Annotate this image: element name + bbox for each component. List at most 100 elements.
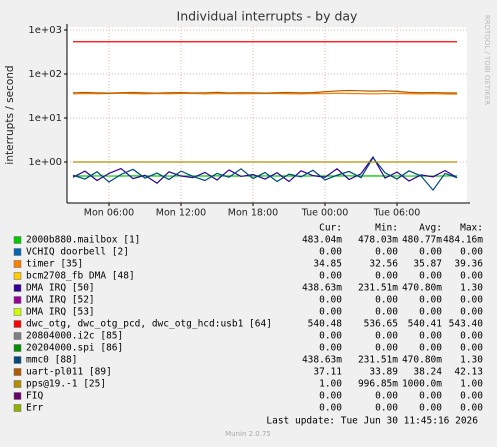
legend-stat: 0.00 — [460, 247, 483, 258]
legend-stat: 231.51m — [358, 355, 398, 366]
legend-stat: 0.00 — [375, 307, 398, 318]
legend-stat: 1.30 — [460, 283, 483, 294]
legend-label: 2000b880.mailbox [1] — [26, 235, 140, 246]
x-tick-label: Mon 06:00 — [84, 208, 134, 219]
last-update: Last update: Tue Jun 30 11:45:16 2026 — [266, 416, 478, 427]
legend-stat: 470.80m — [402, 355, 442, 366]
legend-stat: 0.00 — [419, 247, 442, 258]
legend-stat: 478.03m — [358, 235, 398, 246]
x-tick-label: Mon 12:00 — [156, 208, 206, 219]
legend-swatch — [14, 249, 21, 256]
legend-stat: 0.00 — [460, 307, 483, 318]
legend-swatch — [14, 393, 21, 400]
y-tick-label: 1e+01 — [28, 113, 62, 124]
legend-swatch — [14, 237, 21, 244]
legend-stat: 0.00 — [419, 343, 442, 354]
legend-swatch — [14, 273, 21, 280]
legend-label: 20204000.spi [86] — [26, 343, 123, 354]
legend-stat: 470.80m — [402, 283, 442, 294]
legend-stat: 996.85m — [358, 379, 398, 390]
legend-label: bcm2708_fb DMA [48] — [26, 271, 135, 282]
legend-stat: 0.00 — [319, 331, 342, 342]
legend-stat: 0.00 — [319, 343, 342, 354]
legend-stat: 0.00 — [319, 247, 342, 258]
legend-stat: 0.00 — [419, 295, 442, 306]
legend-stat: 37.11 — [313, 367, 342, 378]
legend-stat: 0.00 — [375, 391, 398, 402]
legend-label: uart-pl011 [89] — [26, 367, 112, 378]
legend-stat: 0.00 — [375, 343, 398, 354]
legend-swatch — [14, 309, 21, 316]
legend-stat: 33.89 — [369, 367, 398, 378]
legend-label: timer [35] — [26, 259, 83, 270]
legend-stat: 483.04m — [302, 235, 342, 246]
legend-label: DMA IRQ [52] — [26, 295, 95, 306]
legend-stat: 438.63m — [302, 355, 342, 366]
legend-stat: 0.00 — [419, 271, 442, 282]
legend-swatch — [14, 381, 21, 388]
legend-column-header: Avg: — [419, 223, 442, 234]
legend-stat: 0.00 — [460, 343, 483, 354]
side-label: RRDTOOL / TOBI OETIKER — [483, 15, 491, 105]
legend-swatch — [14, 345, 21, 352]
legend-label: 20804000.i2c [85] — [26, 331, 123, 342]
legend-stat: 1.30 — [460, 355, 483, 366]
legend-swatch — [14, 357, 21, 364]
y-tick-label: 1e+03 — [28, 25, 62, 36]
y-tick-label: 1e+02 — [28, 69, 62, 80]
legend-stat: 0.00 — [375, 403, 398, 414]
legend-swatch — [14, 321, 21, 328]
legend-swatch — [14, 405, 21, 412]
legend-stat: 39.36 — [454, 259, 483, 270]
legend-stat: 0.00 — [460, 295, 483, 306]
legend-stat: 0.00 — [460, 403, 483, 414]
legend-stat: 543.40 — [449, 319, 484, 330]
legend-stat: 0.00 — [375, 271, 398, 282]
x-tick-label: Mon 18:00 — [228, 208, 278, 219]
legend-stat: 38.24 — [413, 367, 442, 378]
legend-label: pps@19.-1 [25] — [26, 379, 106, 390]
legend-column-header: Cur: — [319, 223, 342, 234]
legend-stat: 231.51m — [358, 283, 398, 294]
legend-swatch — [14, 297, 21, 304]
legend-stat: 0.00 — [419, 307, 442, 318]
y-tick-label: 1e+00 — [28, 157, 62, 168]
legend-stat: 0.00 — [375, 295, 398, 306]
legend-stat: 1.00 — [319, 379, 342, 390]
legend-label: VCHIQ doorbell [2] — [26, 247, 129, 258]
y-axis-label: interrupts / second — [4, 65, 16, 164]
legend-stat: 438.63m — [302, 283, 342, 294]
x-tick-label: Tue 00:00 — [301, 208, 349, 219]
legend-stat: 35.87 — [413, 259, 442, 270]
legend-stat: 0.00 — [460, 331, 483, 342]
legend-stat: 1000.0m — [402, 379, 442, 390]
legend-label: Err — [26, 403, 43, 414]
legend-stat: 480.77m — [402, 235, 442, 246]
legend-stat: 0.00 — [319, 271, 342, 282]
legend-label: DMA IRQ [50] — [26, 283, 95, 294]
legend-stat: 34.85 — [313, 259, 342, 270]
legend-stat: 0.00 — [319, 403, 342, 414]
legend-swatch — [14, 333, 21, 340]
legend-stat: 0.00 — [319, 391, 342, 402]
legend-stat: 0.00 — [319, 307, 342, 318]
x-tick-label: Tue 06:00 — [373, 208, 421, 219]
legend-label: dwc_otg, dwc_otg_pcd, dwc_otg_hcd:usb1 [… — [26, 319, 272, 330]
legend-column-header: Max: — [460, 223, 483, 234]
legend-stat: 0.00 — [460, 391, 483, 402]
legend-label: FIQ — [26, 391, 43, 402]
legend-stat: 0.00 — [419, 391, 442, 402]
legend-label: DMA IRQ [53] — [26, 307, 95, 318]
legend-stat: 1.00 — [460, 379, 483, 390]
legend-stat: 484.16m — [443, 235, 483, 246]
legend-stat: 540.48 — [308, 319, 343, 330]
legend-stat: 0.00 — [319, 295, 342, 306]
legend-stat: 0.00 — [375, 247, 398, 258]
legend-stat: 42.13 — [454, 367, 483, 378]
legend-swatch — [14, 261, 21, 268]
legend-stat: 0.00 — [419, 331, 442, 342]
legend-column-header: Min: — [375, 223, 398, 234]
chart-title: Individual interrupts - by day — [177, 9, 359, 24]
legend-swatch — [14, 285, 21, 292]
